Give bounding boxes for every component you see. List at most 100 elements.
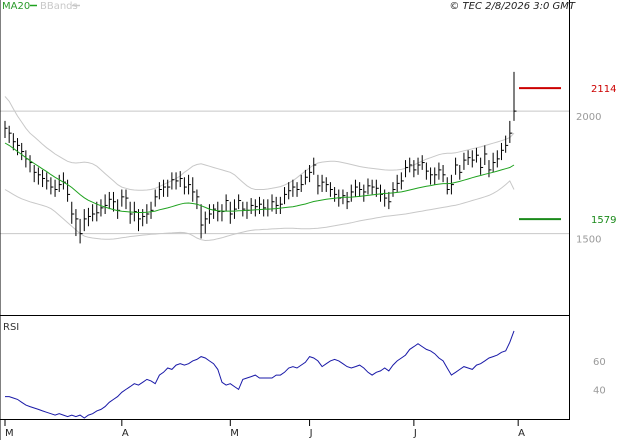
- ohlc-bar: [430, 167, 434, 185]
- ohlc-bar: [112, 191, 116, 212]
- ohlc-bar: [359, 182, 363, 197]
- ohlc-bar: [296, 182, 300, 197]
- ohlc-bar: [154, 189, 158, 207]
- bollinger-lower-band: [4, 180, 515, 242]
- legend: MA20 BBands: [2, 1, 80, 12]
- ohlc-bar: [192, 177, 196, 202]
- ohlc-bar: [108, 191, 112, 210]
- ohlc-bar: [425, 162, 429, 180]
- ohlc-bar: [75, 209, 79, 237]
- ohlc-bar: [259, 196, 262, 214]
- ohlc-bar: [225, 194, 229, 212]
- ohlc-bar: [471, 150, 475, 168]
- ohlc-bar: [87, 207, 91, 227]
- ohlc-bar: [484, 145, 488, 165]
- rsi-y-tick-label: 60: [593, 357, 606, 368]
- ohlc-bar: [455, 157, 459, 175]
- bollinger-upper-band: [4, 96, 515, 191]
- ohlc-bar: [292, 179, 296, 197]
- ohlc-bar: [467, 150, 471, 165]
- ohlc-bar: [58, 174, 62, 192]
- ohlc-bar: [150, 201, 154, 219]
- ohlc-bar: [417, 157, 421, 175]
- ohlc-bar: [33, 165, 37, 183]
- ohlc-bar: [92, 204, 96, 222]
- ohlc-bar: [29, 155, 33, 173]
- ohlc-bar: [183, 177, 187, 195]
- ohlc-bar: [263, 199, 267, 217]
- ohlc-bar: [500, 142, 504, 161]
- ohlc-bar: [196, 189, 200, 210]
- ohlc-bar: [233, 199, 237, 219]
- ohlc-bar: [513, 71, 517, 121]
- ohlc-bar: [133, 201, 137, 222]
- ohlc-bar: [179, 171, 183, 188]
- ohlc-bar: [405, 160, 409, 178]
- price-y-tick-label: 2000: [576, 112, 601, 123]
- price-ohlc-bars: [4, 71, 517, 244]
- ohlc-bar: [175, 172, 179, 190]
- ohlc-bar: [279, 196, 283, 214]
- ohlc-bar: [421, 155, 425, 170]
- ohlc-bar: [46, 172, 50, 190]
- ohlc-bar: [300, 174, 304, 192]
- ohlc-bar: [129, 201, 133, 224]
- ohlc-bar: [267, 199, 271, 217]
- ohlc-bar: [304, 169, 308, 185]
- ohlc-bar: [217, 201, 221, 222]
- ohlc-bar: [325, 177, 329, 192]
- ohlc-bar: [4, 120, 8, 139]
- resistance-marker-label: 2114: [591, 84, 616, 95]
- ohlc-bar: [54, 179, 58, 197]
- x-tick-label: M: [5, 428, 14, 439]
- legend-bbands: BBands: [40, 1, 78, 12]
- ohlc-bar: [446, 177, 450, 195]
- ohlc-bar: [488, 160, 492, 178]
- ohlc-bar: [509, 120, 513, 143]
- ohlc-bar: [229, 201, 233, 224]
- ohlc-bar: [221, 204, 225, 222]
- price-panel: 2114 1579 1500 2000: [0, 71, 616, 246]
- ohlc-bar: [8, 125, 12, 143]
- ohlc-bar: [329, 182, 333, 197]
- ohlc-bar: [434, 167, 438, 185]
- ohlc-bar: [62, 172, 66, 190]
- ohlc-bar: [396, 174, 400, 192]
- ohlc-bar: [442, 165, 446, 183]
- ohlc-bar: [321, 174, 325, 192]
- ohlc-bar: [146, 204, 150, 224]
- ohlc-bar: [213, 204, 217, 219]
- ohlc-bar: [379, 184, 383, 202]
- ohlc-bar: [354, 179, 358, 197]
- ohlc-bar: [12, 133, 16, 151]
- ohlc-bar: [208, 204, 212, 224]
- rsi-panel: 40 60 RSI: [3, 322, 606, 419]
- ohlc-bar: [438, 162, 442, 180]
- ohlc-bar: [346, 191, 350, 210]
- ohlc-bar: [200, 204, 204, 239]
- ohlc-bar: [409, 157, 413, 173]
- ohlc-bar: [313, 157, 317, 175]
- ohlc-bar: [50, 177, 54, 195]
- ohlc-bar: [238, 194, 242, 210]
- ohlc-bar: [83, 209, 87, 232]
- ohlc-bar: [104, 194, 108, 214]
- ohlc-bar: [392, 182, 396, 197]
- ohlc-bar: [400, 172, 404, 190]
- ohlc-bar: [388, 191, 392, 210]
- price-reference-lines: [0, 110, 569, 235]
- ohlc-bar: [284, 187, 288, 205]
- ohlc-bar: [496, 150, 500, 168]
- price-y-axis-ticks: 1500 2000: [576, 112, 601, 246]
- ohlc-bar: [79, 218, 83, 244]
- ohlc-bar: [163, 179, 167, 197]
- ohlc-bar: [242, 201, 246, 217]
- x-tick-label: J: [413, 428, 417, 439]
- ohlc-bar: [450, 174, 454, 195]
- ohlc-bar: [309, 165, 313, 183]
- ohlc-bar: [42, 169, 46, 188]
- ohlc-bar: [413, 160, 417, 178]
- ohlc-bar: [334, 187, 338, 202]
- x-tick-label: A: [122, 428, 129, 439]
